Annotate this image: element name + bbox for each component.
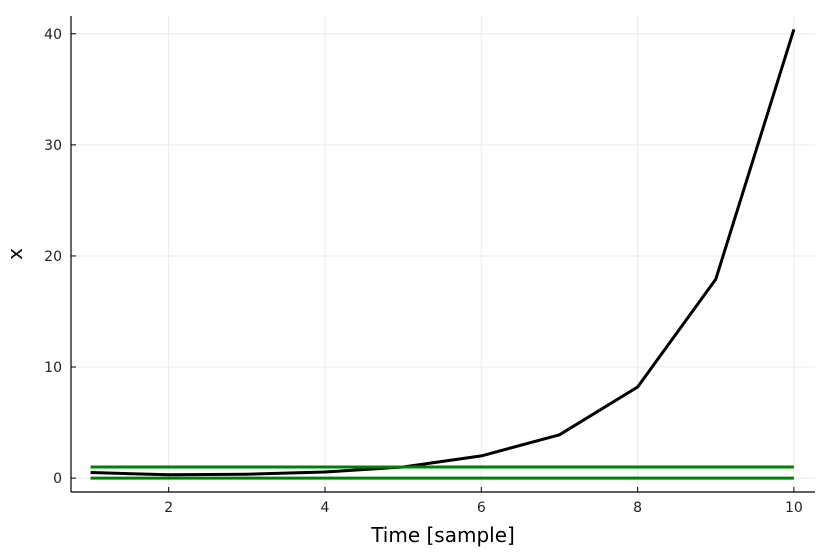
series-line-1 xyxy=(90,28,796,477)
y-tick-label: 30 xyxy=(44,138,62,154)
tick-labels: 2 4 6 8 10 0 10 20 30 40 xyxy=(44,27,803,516)
y-tick-label: 10 xyxy=(44,360,62,376)
y-tick-label: 0 xyxy=(53,471,62,487)
grid xyxy=(71,16,815,492)
x-tick-label: 6 xyxy=(477,500,486,516)
series-layer xyxy=(90,28,796,480)
y-tick-label: 40 xyxy=(44,27,62,43)
x-tick-label: 2 xyxy=(164,500,173,516)
x-axis-label: Time [sample] xyxy=(370,523,515,547)
y-tick-label: 20 xyxy=(44,249,62,265)
x-tick-label: 4 xyxy=(321,500,330,516)
y-axis-label: x xyxy=(3,248,27,260)
x-tick-label: 10 xyxy=(785,500,803,516)
axes xyxy=(70,16,815,493)
x-tick-label: 8 xyxy=(633,500,642,516)
